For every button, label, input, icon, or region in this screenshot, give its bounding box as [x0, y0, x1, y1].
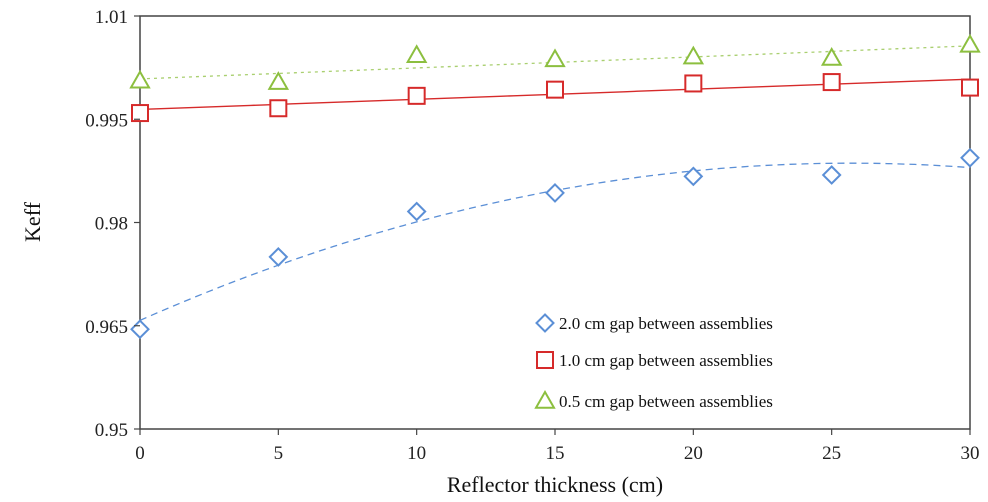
data-point-series-1: [268, 247, 289, 267]
legend-label-series-1: 2.0 cm gap between assemblies: [559, 314, 773, 333]
legend: 2.0 cm gap between assemblies 1.0 cm gap …: [534, 313, 773, 411]
data-point-series-3: [267, 71, 290, 90]
y-tick-label: 0.995: [85, 110, 128, 131]
x-axis-title: Reflector thickness (cm): [447, 472, 663, 497]
data-point-series-1: [406, 201, 427, 222]
data-point-series-3: [544, 48, 566, 68]
data-point-series-2: [269, 99, 288, 118]
x-tick-label: 15: [546, 443, 565, 464]
legend-label-series-2: 1.0 cm gap between assemblies: [559, 351, 773, 370]
plot-area: [139, 15, 971, 430]
data-point-series-1: [545, 182, 565, 203]
x-tick-label: 5: [274, 443, 284, 464]
y-tick-label: 1.01: [95, 7, 128, 28]
legend-marker-series-3: [534, 389, 556, 409]
legend-marker-series-1: [535, 313, 555, 333]
y-tick-label: 0.98: [95, 214, 128, 235]
legend-label-series-3: 0.5 cm gap between assemblies: [559, 392, 773, 411]
x-tick-label: 10: [407, 443, 426, 464]
x-tick-label: 30: [961, 443, 980, 464]
data-point-series-2: [822, 73, 841, 92]
data-point-series-3: [405, 44, 428, 63]
data-point-series-2: [961, 78, 979, 97]
data-point-series-1: [821, 165, 842, 185]
x-tick-label: 0: [135, 443, 145, 464]
x-tick-label: 25: [822, 443, 841, 464]
data-point-series-2: [131, 104, 149, 123]
data-point-series-2: [546, 80, 564, 99]
data-point-series-1: [960, 147, 980, 168]
data-point-series-3: [129, 69, 151, 89]
data-markers: [129, 33, 981, 340]
y-axis-ticks: 0.95 0.965 0.98 0.995 1.01: [85, 7, 140, 441]
data-point-series-3: [820, 46, 843, 66]
data-point-series-3: [682, 45, 705, 65]
data-point-series-3: [959, 33, 981, 53]
data-point-series-2: [684, 74, 703, 93]
x-axis-ticks: 0 5 10 15 20 25 30: [135, 429, 980, 464]
legend-marker-series-2: [536, 351, 554, 369]
data-point-series-1: [130, 319, 150, 340]
y-axis-title: Keff: [20, 201, 45, 242]
y-tick-label: 0.965: [85, 317, 128, 338]
data-point-series-1: [683, 166, 704, 187]
y-tick-label: 0.95: [95, 420, 128, 441]
x-tick-label: 20: [684, 443, 703, 464]
data-point-series-2: [407, 86, 426, 105]
